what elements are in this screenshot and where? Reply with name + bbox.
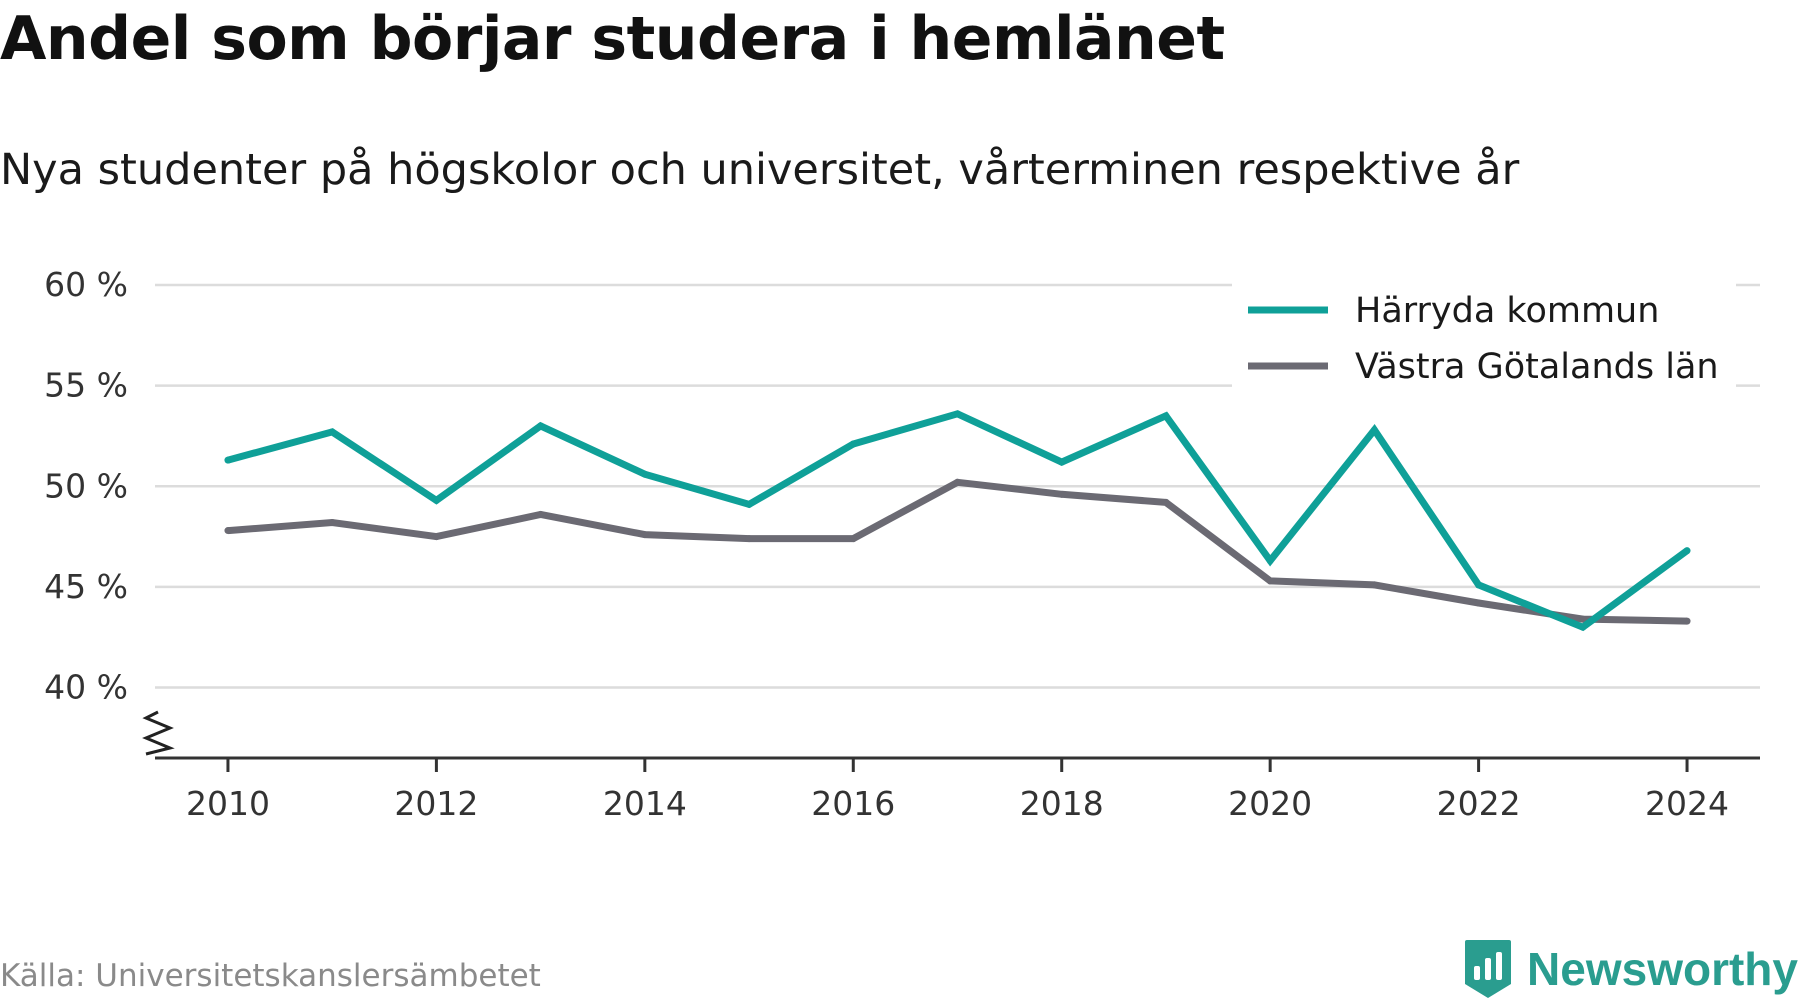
x-tick-label: 2024: [1645, 784, 1729, 823]
x-tick-label: 2016: [811, 784, 895, 823]
data-point: [745, 500, 753, 508]
data-point: [954, 410, 961, 418]
data-point: [745, 535, 753, 543]
source-note: Källa: Universitetskanslersämbetet: [0, 958, 541, 994]
data-point: [1579, 623, 1587, 631]
chart-title: Andel som börjar studera i hemlänet: [0, 4, 1225, 74]
newsworthy-logo-icon: [1465, 940, 1512, 998]
data-point: [1266, 557, 1274, 565]
legend-box: [1232, 282, 1736, 390]
x-tick-label: 2014: [603, 784, 687, 823]
data-point: [1266, 577, 1274, 585]
data-point: [1475, 581, 1483, 589]
data-point: [1683, 617, 1691, 625]
data-point: [224, 527, 232, 535]
x-tick-label: 2020: [1228, 784, 1312, 823]
brand[interactable]: Newsworthy: [1463, 938, 1798, 1000]
data-point: [328, 519, 336, 527]
y-tick-label: 60 %: [44, 265, 128, 304]
data-point: [1162, 412, 1170, 420]
data-point: [537, 510, 545, 518]
data-point: [537, 422, 545, 430]
data-point: [641, 470, 649, 478]
x-tick-label: 2022: [1437, 784, 1521, 823]
data-point: [1370, 426, 1378, 434]
chart-subtitle: Nya studenter på högskolor och universit…: [0, 145, 1520, 195]
data-point: [1579, 615, 1587, 623]
data-point: [1058, 458, 1066, 466]
x-tick-label: 2018: [1020, 784, 1104, 823]
line-chart: 40 %45 %50 %55 %60 % 2010 2012 2014 2016 201…: [44, 265, 1760, 823]
brand-name: Newsworthy: [1527, 943, 1798, 995]
x-tick-label: 2012: [394, 784, 478, 823]
y-tick-label: 50 %: [44, 466, 128, 505]
x-tick-label: 2010: [186, 784, 270, 823]
y-tick-label: 55 %: [44, 366, 128, 405]
data-point: [1058, 490, 1066, 498]
legend-label: Västra Götalands län: [1355, 347, 1719, 387]
data-point: [641, 531, 649, 539]
data-point: [849, 440, 857, 448]
axis-break-icon: [142, 710, 175, 756]
data-point: [1370, 581, 1378, 589]
series-line-1: [227, 478, 1688, 625]
y-tick-label: 45 %: [44, 567, 128, 606]
data-point: [224, 456, 232, 464]
y-axis-ticks: 40 % 45 % 50 % 55 % 60 %: [44, 265, 175, 756]
data-point: [954, 478, 961, 486]
data-point: [1475, 599, 1483, 607]
y-tick-label: 40 %: [44, 668, 128, 707]
data-point: [1162, 498, 1170, 506]
data-point: [328, 428, 336, 436]
data-point: [432, 496, 440, 504]
legend-label: Härryda kommun: [1355, 291, 1659, 331]
data-point: [849, 535, 857, 543]
data-point: [432, 533, 440, 541]
series-line-0: [227, 410, 1690, 632]
x-axis: 2010 2012 2014 2016 2018 2020 2022 2024: [155, 756, 1760, 823]
series-lines: [224, 410, 1691, 632]
data-point: [1683, 547, 1691, 555]
legend: Härryda kommun Västra Götalands län: [1232, 282, 1736, 390]
